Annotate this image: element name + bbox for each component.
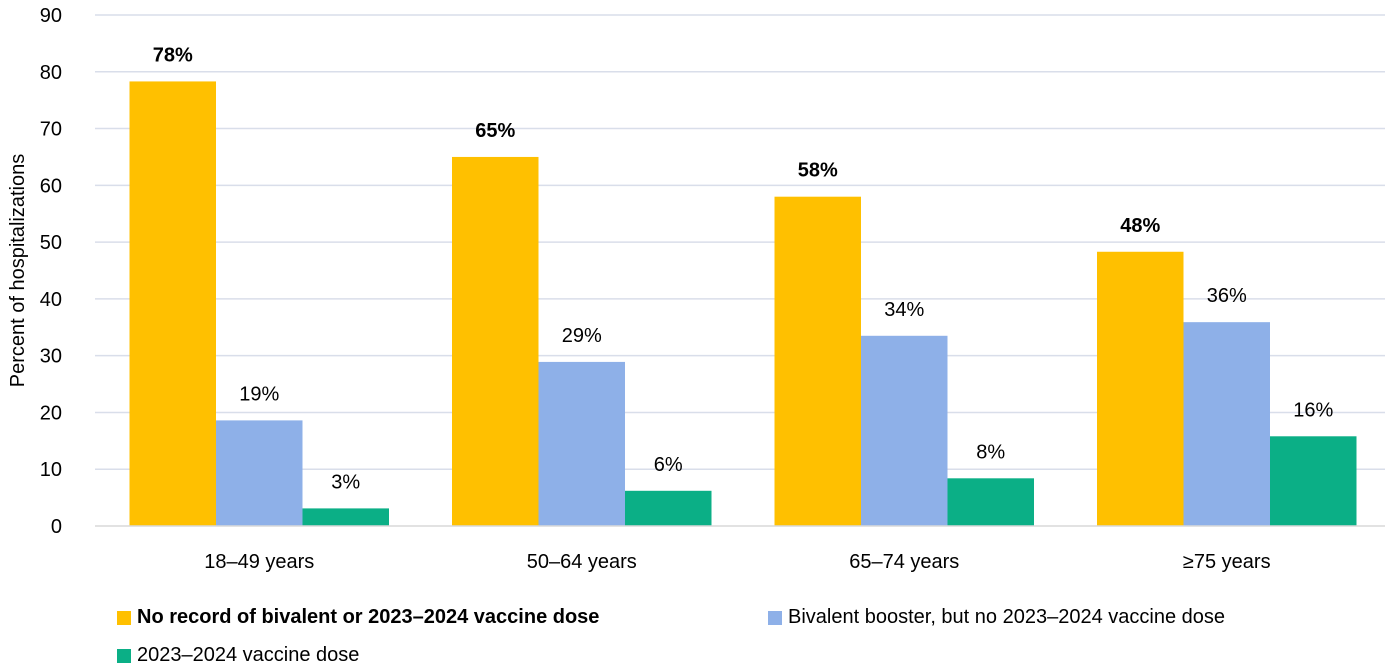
bar xyxy=(302,508,389,526)
data-label: 6% xyxy=(654,454,683,476)
bar xyxy=(129,81,216,527)
x-axis-categories: 18–49 years 50–64 years 65–74 years ≥75 yea… xyxy=(204,551,1270,573)
data-label: 29% xyxy=(562,325,602,347)
y-tick-label: 30 xyxy=(40,346,62,368)
y-tick-label: 60 xyxy=(40,175,62,197)
gridlines xyxy=(95,14,1385,470)
y-tick-label: 70 xyxy=(40,119,62,141)
bars xyxy=(129,81,1357,527)
bar xyxy=(774,196,861,526)
bar xyxy=(861,335,948,526)
bar xyxy=(216,420,303,526)
data-label: 16% xyxy=(1293,399,1333,421)
y-tick-label: 90 xyxy=(40,5,62,27)
y-tick-label: 20 xyxy=(40,402,62,424)
y-tick-label: 0 xyxy=(51,516,62,538)
bar xyxy=(1270,436,1357,526)
data-label: 8% xyxy=(976,441,1005,463)
bar xyxy=(1097,251,1184,526)
data-label: 19% xyxy=(239,383,279,405)
bar xyxy=(625,490,712,526)
y-axis-label: Percent of hospitalizations xyxy=(7,154,29,387)
data-label: 58% xyxy=(798,160,838,182)
bar xyxy=(1183,322,1270,526)
y-tick-label: 10 xyxy=(40,459,62,481)
bar xyxy=(947,478,1034,526)
x-category-label: 50–64 years xyxy=(527,551,637,573)
data-label: 48% xyxy=(1120,215,1160,237)
bar xyxy=(452,156,539,526)
y-tick-label: 50 xyxy=(40,232,62,254)
data-label: 65% xyxy=(475,120,515,142)
data-labels: 78% 19% 3% 65% 29% 6% 58% 34% 8% 48% 36% 16% xyxy=(153,44,1334,493)
y-tick-label: 40 xyxy=(40,289,62,311)
data-label: 78% xyxy=(153,44,193,66)
y-axis-ticks: 0 10 20 30 40 50 60 70 80 90 xyxy=(40,5,62,538)
y-tick-label: 80 xyxy=(40,62,62,84)
data-label: 36% xyxy=(1207,285,1247,307)
x-category-label: ≥75 years xyxy=(1183,551,1271,573)
data-label: 3% xyxy=(331,471,360,493)
x-category-label: 65–74 years xyxy=(849,551,959,573)
x-category-label: 18–49 years xyxy=(204,551,314,573)
bar xyxy=(538,361,625,526)
data-label: 34% xyxy=(884,299,924,321)
